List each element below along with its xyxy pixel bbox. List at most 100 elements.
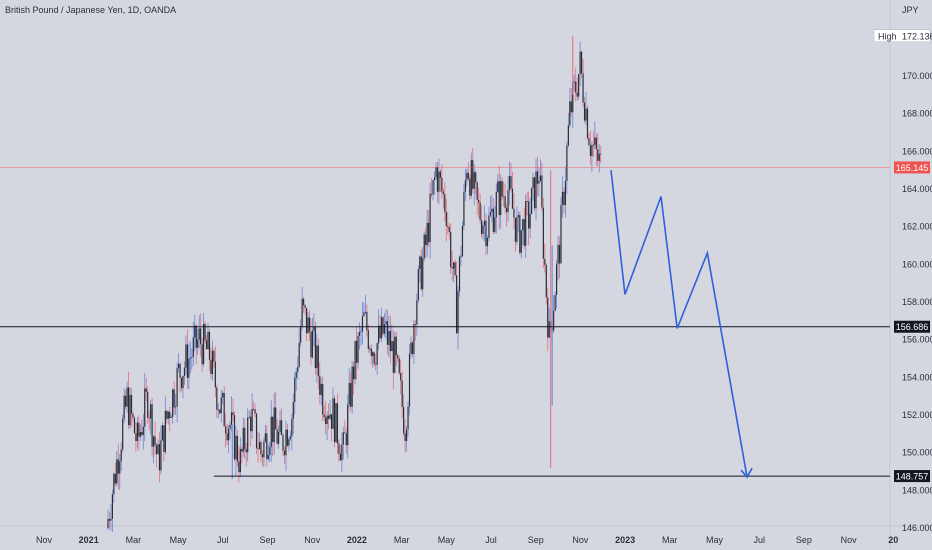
price-tick-label: 162.000 [902, 222, 932, 232]
candle-body [213, 350, 215, 362]
candle-body [504, 196, 506, 208]
candle-body [382, 317, 384, 334]
candle-body [397, 354, 399, 359]
candle-body [214, 361, 216, 388]
candle-body [600, 153, 602, 155]
candle-body [230, 412, 233, 425]
level-price-tag [894, 470, 930, 483]
candle-body [278, 431, 280, 444]
candle-body [317, 345, 319, 376]
candle-body [598, 153, 600, 161]
price-axis[interactable]: 146.000 148.000 150.000 152.000 154.000 156.0… [902, 71, 932, 533]
candle-body [507, 190, 509, 213]
candle-body [216, 387, 218, 410]
candle-body [263, 441, 265, 458]
candle-body [494, 217, 496, 232]
candle-body [520, 230, 522, 253]
candle-body [464, 180, 466, 192]
candle-body [554, 295, 556, 311]
candle-body [419, 256, 421, 269]
candle-body [388, 330, 390, 345]
candle-body [110, 518, 112, 521]
candle-body [447, 225, 449, 227]
candle-body [463, 191, 465, 226]
candle-body [220, 397, 222, 414]
candle-body [400, 373, 402, 381]
candle-body [435, 167, 437, 178]
candle-body [319, 375, 321, 395]
candle-body [448, 226, 450, 232]
candle-body [439, 171, 441, 178]
price-tick-label: 158.000 [902, 297, 932, 307]
candle-body [275, 407, 277, 430]
candle-body [123, 395, 125, 419]
candle-body [458, 256, 461, 292]
candle-body [457, 291, 459, 334]
candle-body [547, 297, 549, 338]
projection-drawing[interactable] [610, 170, 753, 479]
candle-body [476, 182, 478, 200]
candle-body [372, 352, 374, 357]
candle-body [227, 428, 230, 441]
candle-body [363, 312, 365, 317]
candle-body [526, 200, 528, 202]
time-tick-label: Jul [753, 535, 765, 545]
candle-body [441, 177, 443, 192]
candle-body [245, 449, 247, 453]
candle-body [251, 408, 253, 432]
candle-body [173, 389, 175, 408]
time-axis[interactable]: Nov 2021 Mar May Jul Sep Nov 2022 Mar May Jul Sep No… [36, 535, 898, 545]
horizontal-levels[interactable] [0, 167, 890, 477]
price-tick-label: 154.000 [902, 372, 932, 382]
candle-body [144, 388, 146, 427]
candle-body [591, 144, 593, 157]
candle-body [294, 377, 296, 403]
candle-body [519, 215, 521, 253]
time-tick-label: Mar [126, 535, 142, 545]
candle-body [508, 176, 511, 191]
candle-body [241, 448, 243, 452]
candle-body [257, 448, 259, 449]
candle-body [544, 258, 546, 265]
candle-body [308, 317, 311, 332]
candle-body [223, 392, 225, 427]
candle-body [430, 193, 433, 195]
candle-body [532, 177, 534, 188]
candle-body [466, 172, 468, 181]
candle-body [125, 395, 127, 407]
candle-body [269, 447, 271, 455]
candle-body [345, 433, 347, 446]
price-tags: 156.686 148.757 165.145 High 172.136 [873, 29, 932, 483]
candle-body [597, 149, 599, 161]
candle-body [313, 326, 315, 331]
candle-body [185, 344, 187, 368]
candle-body [386, 321, 389, 345]
candle-body [273, 407, 275, 443]
candle-body [108, 519, 111, 521]
candle-body [405, 429, 408, 441]
candle-body [379, 325, 381, 339]
candle-body [160, 440, 162, 471]
candle-body [154, 436, 156, 446]
candle-body [413, 324, 415, 354]
candle-body [472, 160, 474, 189]
candle-body [238, 461, 240, 473]
candle-body [311, 330, 314, 358]
candle-body [528, 201, 530, 229]
candle-body [469, 178, 471, 196]
candle-body [195, 325, 197, 348]
candle-body [172, 389, 174, 417]
candle-body [226, 433, 228, 441]
candle-body [239, 448, 241, 473]
candle-body [283, 450, 286, 456]
candle-body [383, 324, 386, 334]
level-price-tag-label: 156.686 [896, 322, 929, 332]
projection-path[interactable] [610, 170, 748, 478]
candle-body [138, 422, 140, 437]
candle-body [444, 194, 446, 212]
candle-body [553, 310, 555, 331]
price-tick-label: 156.000 [902, 335, 932, 345]
candle-body [514, 217, 517, 242]
candle-body [573, 81, 575, 83]
